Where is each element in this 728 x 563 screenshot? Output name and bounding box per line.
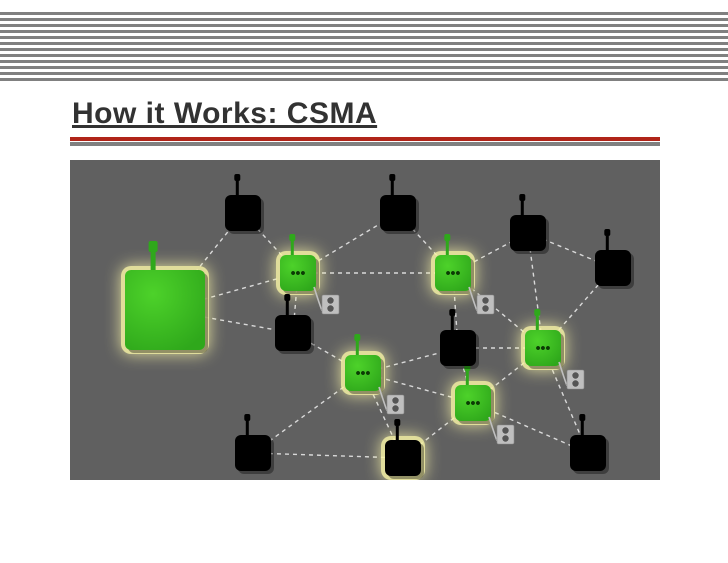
node-activity-dots: ••• — [536, 340, 551, 356]
header-stripe — [0, 60, 728, 63]
antenna-icon — [446, 241, 449, 255]
antenna-icon — [466, 371, 469, 385]
antenna-icon — [291, 241, 294, 255]
header-stripe — [0, 30, 728, 33]
node-body — [235, 435, 271, 471]
node-body — [275, 315, 311, 351]
outlet-socket-icon — [482, 305, 488, 311]
antenna-icon — [246, 421, 249, 435]
antenna-icon — [286, 301, 289, 315]
header-stripe — [0, 72, 728, 75]
diagram-canvas: ••• ••• ••• ••• ••• — [70, 160, 660, 480]
antenna-tip-icon — [149, 241, 158, 252]
antenna-icon — [451, 316, 454, 330]
header-stripe — [0, 48, 728, 51]
antenna-tip-icon — [534, 309, 540, 316]
network-diagram: ••• ••• ••• ••• ••• — [70, 160, 660, 480]
antenna-icon — [396, 426, 399, 440]
antenna-icon — [521, 201, 524, 215]
node-body — [570, 435, 606, 471]
node-activity-dots: ••• — [356, 365, 371, 381]
antenna-icon — [356, 341, 359, 355]
antenna-icon — [151, 252, 156, 270]
header-stripe — [0, 66, 728, 69]
antenna-tip-icon — [449, 309, 455, 316]
node-body — [385, 440, 421, 476]
antenna-tip-icon — [284, 294, 290, 301]
outlet-socket-icon — [502, 427, 508, 433]
outlet-socket-icon — [482, 297, 488, 303]
outlet-socket-icon — [572, 380, 578, 386]
antenna-icon — [236, 181, 239, 195]
header-stripe — [0, 36, 728, 39]
header-stripe — [0, 24, 728, 27]
slide-title-block: How it Works: CSMA — [72, 97, 377, 131]
header-stripe — [0, 78, 728, 81]
header-stripe — [0, 54, 728, 57]
antenna-tip-icon — [354, 334, 360, 341]
antenna-tip-icon — [579, 414, 585, 421]
antenna-icon — [536, 316, 539, 330]
outlet-socket-icon — [502, 435, 508, 441]
antenna-tip-icon — [389, 174, 395, 181]
antenna-icon — [391, 181, 394, 195]
antenna-tip-icon — [519, 194, 525, 201]
node-activity-dots: ••• — [446, 265, 461, 281]
antenna-icon — [581, 421, 584, 435]
header-stripe — [0, 18, 728, 21]
outlet-socket-icon — [327, 297, 333, 303]
outlet-socket-icon — [572, 372, 578, 378]
title-red-rule — [70, 137, 660, 141]
antenna-tip-icon — [394, 419, 400, 426]
antenna-tip-icon — [604, 229, 610, 236]
outlet-socket-icon — [327, 305, 333, 311]
title-gray-rule — [70, 142, 660, 146]
node-body — [225, 195, 261, 231]
antenna-tip-icon — [289, 234, 295, 241]
node-body — [380, 195, 416, 231]
antenna-icon — [606, 236, 609, 250]
node-activity-dots: ••• — [466, 395, 481, 411]
outlet-socket-icon — [392, 405, 398, 411]
header-stripe — [0, 12, 728, 15]
node-body — [440, 330, 476, 366]
slide-title: How it Works: CSMA — [72, 97, 377, 130]
node-body — [595, 250, 631, 286]
outlet-socket-icon — [392, 397, 398, 403]
header-stripe — [0, 42, 728, 45]
antenna-tip-icon — [244, 414, 250, 421]
node-body — [510, 215, 546, 251]
antenna-tip-icon — [234, 174, 240, 181]
node-activity-dots: ••• — [291, 265, 306, 281]
antenna-tip-icon — [444, 234, 450, 241]
node-body — [125, 270, 205, 350]
